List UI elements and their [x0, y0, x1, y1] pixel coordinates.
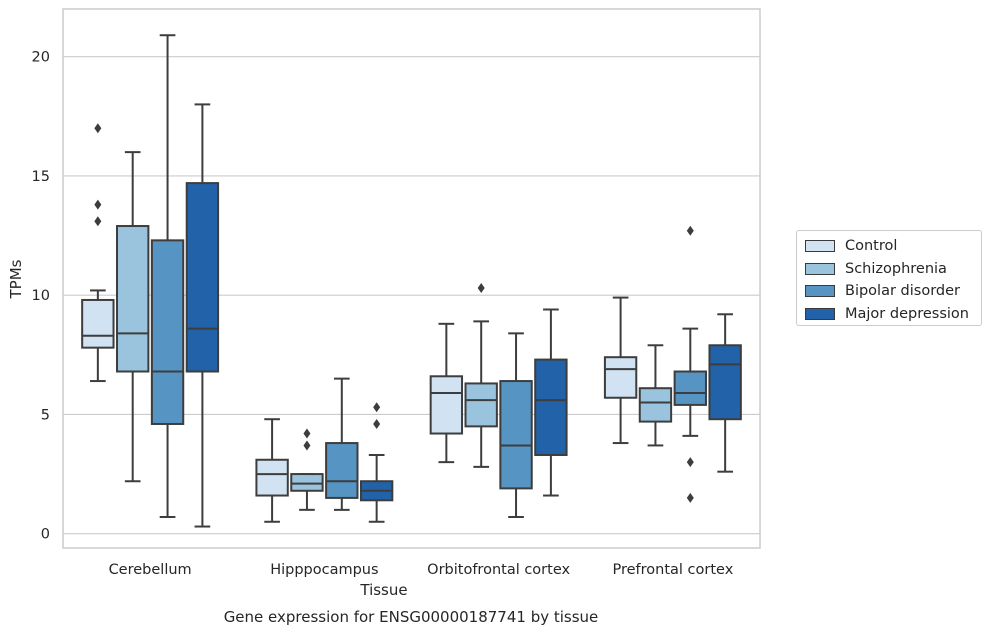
box — [81, 123, 115, 383]
y-tick-label: 20 — [32, 50, 50, 66]
box-iqr — [325, 442, 359, 499]
chart-caption: Gene expression for ENSG00000187741 by t… — [224, 608, 599, 626]
legend-item-schizophrenia: Schizophrenia — [805, 258, 981, 281]
box-iqr — [116, 225, 150, 373]
box-plots — [81, 34, 742, 528]
outlier-point — [94, 199, 102, 210]
box — [116, 151, 150, 483]
box — [290, 428, 324, 511]
legend-swatch-bipolar-disorder — [805, 285, 835, 298]
box — [464, 283, 498, 468]
box-iqr — [429, 375, 464, 435]
box-iqr — [185, 182, 220, 373]
box — [708, 313, 742, 473]
outlier-point — [303, 440, 311, 451]
box-iqr — [534, 358, 568, 456]
box — [603, 296, 638, 445]
outlier-point — [477, 283, 485, 294]
x-tick-label: Cerebellum — [109, 562, 192, 578]
box-iqr — [708, 344, 742, 421]
box-iqr — [255, 458, 289, 497]
box — [499, 332, 533, 518]
legend-label-control: Control — [845, 238, 898, 255]
x-tick-label: Orbitofrontal cortex — [427, 562, 570, 578]
x-tick-label: Hipppocampus — [270, 562, 378, 578]
plot-area-frame — [62, 8, 761, 549]
box — [429, 322, 464, 464]
outlier-point — [94, 123, 102, 134]
outlier-point — [373, 402, 381, 413]
outlier-point — [94, 216, 102, 227]
outlier-point — [686, 225, 694, 236]
box-iqr — [638, 387, 673, 423]
outlier-point — [686, 492, 694, 503]
box-iqr — [499, 380, 533, 490]
box — [359, 402, 394, 523]
box-iqr — [603, 356, 638, 399]
legend-label-bipolar-disorder: Bipolar disorder — [845, 283, 960, 300]
legend-swatch-major-depression — [805, 307, 835, 320]
box — [673, 225, 707, 503]
box — [150, 34, 185, 518]
x-axis-label: Tissue — [359, 581, 407, 599]
box — [185, 103, 220, 528]
outlier-point — [686, 457, 694, 468]
box — [534, 308, 568, 497]
y-tick-label: 15 — [32, 169, 50, 185]
y-tick-label: 0 — [41, 527, 50, 543]
legend-item-major-depression: Major depression — [805, 303, 981, 326]
legend-label-schizophrenia: Schizophrenia — [845, 260, 947, 277]
x-tick-label: Prefrontal cortex — [612, 562, 733, 578]
outlier-point — [303, 428, 311, 439]
legend: Control Schizophrenia Bipolar disorder M… — [796, 230, 982, 326]
y-axis-label: TPMs — [7, 259, 25, 299]
box — [638, 344, 673, 447]
legend-label-major-depression: Major depression — [845, 305, 969, 322]
outlier-point — [373, 418, 381, 429]
y-tick-label: 5 — [41, 407, 50, 423]
box — [255, 418, 289, 523]
box-iqr — [290, 473, 324, 492]
box-iqr — [673, 370, 707, 406]
box — [325, 377, 359, 511]
box-iqr — [81, 298, 115, 349]
box-iqr — [150, 239, 185, 425]
axis-ticks: 0 5 10 15 20 Cerebellum Hipppocampus Orbitofron… — [32, 50, 734, 578]
legend-item-control: Control — [805, 235, 981, 258]
box-iqr — [464, 382, 498, 428]
y-tick-label: 10 — [32, 288, 50, 304]
legend-swatch-control — [805, 240, 835, 253]
legend-swatch-schizophrenia — [805, 262, 835, 275]
legend-item-bipolar-disorder: Bipolar disorder — [805, 280, 981, 303]
